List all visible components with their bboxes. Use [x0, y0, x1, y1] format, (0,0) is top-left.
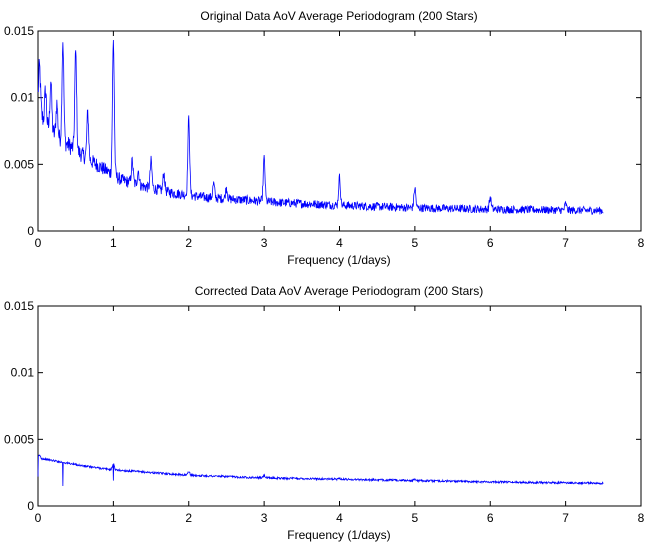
y-tick-label: 0.005: [4, 157, 34, 171]
x-tick-label: 5: [412, 236, 419, 250]
panel-corrected: Corrected Data AoV Average Periodogram (…: [4, 284, 645, 542]
x-tick-label: 1: [110, 236, 117, 250]
x-tick-label: 0: [35, 511, 42, 525]
x-tick-label: 4: [336, 236, 343, 250]
x-axis-label: Frequency (1/days): [287, 253, 390, 267]
x-tick-label: 8: [638, 511, 645, 525]
series-line: [37, 454, 604, 487]
x-tick-label: 6: [487, 236, 494, 250]
x-tick-label: 6: [487, 511, 494, 525]
x-tick-label: 1: [110, 511, 117, 525]
panel-original: Original Data AoV Average Periodogram (2…: [4, 9, 645, 267]
x-tick-label: 4: [336, 511, 343, 525]
x-tick-label: 7: [562, 511, 569, 525]
x-tick-label: 3: [261, 236, 268, 250]
y-tick-label: 0: [27, 224, 34, 238]
x-ticks: 0 1 2 3 4 5 6 7 8: [35, 31, 645, 250]
x-axis-label: Frequency (1/days): [287, 528, 390, 542]
x-tick-label: 2: [185, 236, 192, 250]
y-ticks: 0 0.005 0.01 0.015: [4, 299, 641, 513]
y-tick-label: 0.01: [11, 91, 35, 105]
plot-frame: [37, 305, 642, 507]
chart-title: Original Data AoV Average Periodogram (2…: [200, 9, 477, 23]
y-tick-label: 0.015: [4, 24, 34, 38]
series-line: [37, 39, 604, 215]
y-tick-label: 0.005: [4, 432, 34, 446]
y-tick-label: 0.015: [4, 299, 34, 313]
x-tick-label: 8: [638, 236, 645, 250]
x-tick-label: 7: [562, 236, 569, 250]
x-tick-label: 2: [185, 511, 192, 525]
y-tick-label: 0: [27, 499, 34, 513]
x-ticks: 0 1 2 3 4 5 6 7 8: [35, 306, 645, 525]
y-ticks: 0 0.005 0.01 0.015: [4, 24, 641, 238]
x-tick-label: 0: [35, 236, 42, 250]
plot-frame: [37, 30, 642, 232]
chart-title: Corrected Data AoV Average Periodogram (…: [195, 284, 484, 298]
x-tick-label: 3: [261, 511, 268, 525]
y-tick-label: 0.01: [11, 366, 35, 380]
x-tick-label: 5: [412, 511, 419, 525]
